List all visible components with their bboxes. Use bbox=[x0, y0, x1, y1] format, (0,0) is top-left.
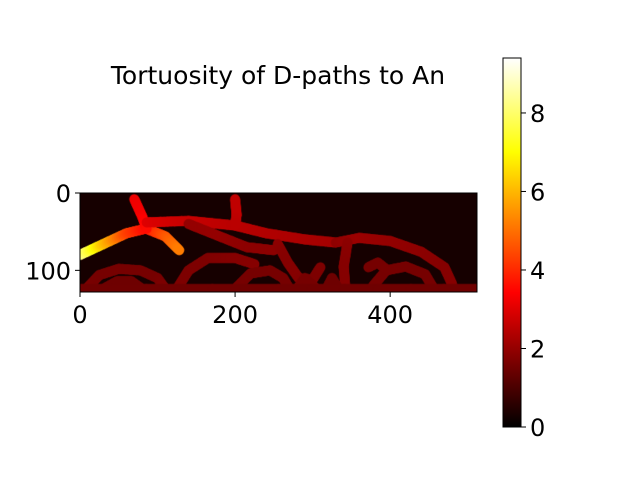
y-tick-label: 0 bbox=[56, 180, 71, 208]
colorbar-tick-label: 6 bbox=[530, 178, 545, 206]
heatmap-frame bbox=[79, 192, 478, 293]
colorbar-tick-label: 2 bbox=[530, 335, 545, 363]
colorbar-tick-label: 4 bbox=[530, 257, 545, 285]
y-tick-label: 100 bbox=[25, 257, 71, 285]
x-tick-label: 0 bbox=[72, 301, 87, 329]
colorbar-frame bbox=[502, 57, 522, 428]
x-tick-label: 200 bbox=[212, 301, 258, 329]
x-axis: 0 200 400 bbox=[72, 292, 413, 329]
colorbar-tick-label: 0 bbox=[530, 414, 545, 442]
colorbar: 0 2 4 6 8 bbox=[502, 57, 545, 442]
x-tick-label: 400 bbox=[367, 301, 413, 329]
colorbar-tick-label: 8 bbox=[530, 100, 545, 128]
chart-title: Tortuosity of D-paths to An bbox=[110, 61, 445, 90]
colorbar-ticks: 0 2 4 6 8 bbox=[521, 100, 545, 442]
colorbar-gradient bbox=[503, 58, 521, 427]
heatmap-image bbox=[80, 193, 477, 292]
y-axis: 0 100 bbox=[25, 180, 80, 285]
